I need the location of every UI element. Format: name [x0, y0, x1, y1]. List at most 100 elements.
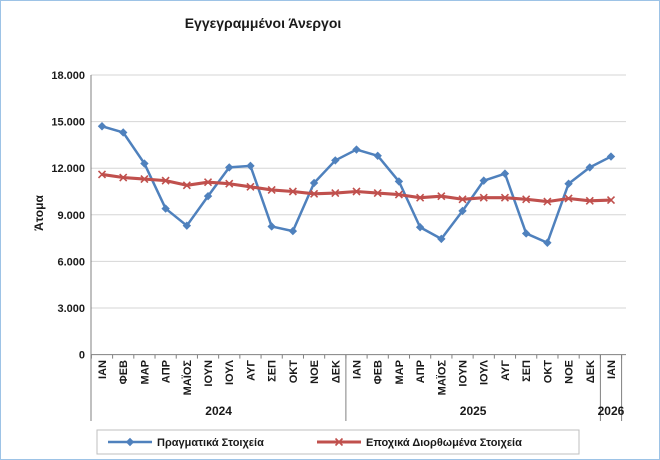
data-point-marker [246, 182, 255, 191]
y-tick-label: 3.000 [57, 303, 85, 315]
x-tick-label: ΙΟΥΛ [479, 359, 491, 385]
x-tick-label: ΙΑΝ [606, 360, 618, 379]
data-point-marker [500, 169, 510, 178]
data-point-marker [522, 195, 531, 204]
x-tick-label: ΜΑΡ [139, 360, 151, 384]
x-tick-label: ΔΕΚ [585, 360, 597, 383]
data-point-marker [500, 193, 510, 202]
data-point-marker [246, 161, 255, 171]
x-tick-label: ΝΟΕ [564, 360, 576, 384]
data-point-marker [140, 175, 149, 184]
data-point-marker [331, 156, 340, 165]
x-tick-label: ΙΟΥΝ [203, 360, 215, 387]
data-point-marker [479, 176, 488, 185]
data-point-marker [373, 151, 382, 160]
data-point-marker [203, 178, 213, 187]
data-point-marker [161, 176, 170, 185]
data-point-marker [97, 122, 107, 131]
data-point-marker [267, 185, 276, 195]
x-tick-label: ΔΕΚ [330, 360, 342, 383]
legend-label: Εποχικά Διορθωμένα Στοιχεία [366, 437, 522, 449]
data-point-marker [373, 188, 382, 198]
data-point-marker [543, 238, 552, 247]
data-point-marker [119, 173, 128, 182]
data-point-marker [309, 178, 319, 188]
axis-lines [90, 75, 626, 421]
data-point-marker [310, 189, 319, 198]
data-point-marker [97, 170, 107, 179]
y-axis-title: Άτομα [32, 195, 46, 231]
y-tick-label: 9.000 [57, 210, 85, 222]
y-tick-label: 15.000 [51, 117, 85, 129]
x-tick-label: ΣΕΠ [521, 360, 533, 382]
data-point-marker [125, 437, 135, 447]
data-point-marker [182, 221, 192, 230]
data-point-marker [606, 152, 616, 161]
data-point-marker [352, 187, 361, 196]
data-point-marker [140, 159, 149, 168]
data-point-marker [225, 163, 234, 172]
x-tick-label: ΟΚΤ [542, 360, 554, 384]
x-tick-label: ΟΚΤ [288, 360, 300, 384]
x-tick-label: ΜΑΪΟΣ [181, 360, 194, 396]
data-point-marker [479, 193, 488, 202]
x-tick-label: ΑΠΡ [415, 360, 427, 383]
data-point-marker [458, 195, 467, 204]
data-point-marker [437, 234, 446, 244]
data-point-marker [521, 229, 531, 238]
data-point-marker [564, 194, 573, 203]
data-point-marker [119, 128, 128, 137]
y-tick-label: 0 [79, 350, 85, 362]
data-point-marker [182, 181, 191, 190]
x-tick-label: ΦΕΒ [373, 360, 385, 384]
data-point-marker [437, 192, 446, 201]
legend-label: Πραγματικά Στοιχεία [157, 437, 264, 449]
x-tick-label: ΜΑΪΟΣ [435, 360, 448, 396]
y-axis-tick-labels: 0 3.000 6.000 9.000 12.000 15.000 18.000 [51, 70, 85, 362]
data-point-marker [415, 223, 425, 232]
data-point-marker [334, 437, 344, 447]
y-tick-label: 6.000 [57, 256, 85, 268]
y-tick-label: 18.000 [51, 70, 85, 82]
x-axis-year-labels: 2024 2025 2026 [205, 404, 624, 418]
x-tick-label: ΙΑΝ [97, 360, 109, 379]
data-point-marker [288, 187, 297, 196]
data-point-marker [225, 179, 234, 188]
year-label: 2026 [598, 404, 625, 418]
data-point-marker [331, 188, 340, 198]
data-point-marker [416, 193, 425, 202]
x-tick-label: ΦΕΒ [118, 360, 130, 384]
x-tick-label: ΝΟΕ [309, 360, 321, 384]
x-tick-label: ΑΠΡ [161, 360, 173, 383]
x-tick-label: ΑΥΓ [500, 360, 512, 381]
data-point-marker [161, 204, 170, 213]
year-label: 2024 [205, 404, 232, 418]
chart-title: Εγγεγραμμένοι Άνεργοι [185, 15, 342, 31]
data-point-marker [458, 206, 467, 216]
x-tick-label: ΙΟΥΝ [458, 360, 470, 387]
data-point-marker [352, 145, 361, 154]
year-label: 2025 [460, 404, 487, 418]
series-lines [97, 122, 616, 247]
data-point-marker [267, 222, 276, 231]
y-tick-label: 12.000 [51, 163, 85, 175]
x-tick-label: ΙΟΥΛ [224, 359, 236, 385]
x-tick-label: ΜΑΡ [394, 360, 406, 384]
data-point-marker [606, 195, 616, 205]
data-point-marker [288, 226, 298, 236]
data-point-marker [394, 190, 403, 199]
x-tick-label: ΑΥΓ [245, 360, 257, 381]
legend: Πραγματικά Στοιχεία Εποχικά Διορθωμένα Στ… [96, 429, 580, 455]
data-point-marker [585, 196, 594, 205]
x-tick-label: ΣΕΠ [267, 360, 279, 382]
series-line [101, 172, 612, 204]
data-point-marker [585, 163, 594, 172]
data-point-marker [543, 197, 552, 206]
data-point-marker [564, 179, 573, 188]
x-axis-month-labels: ΙΑΝ ΦΕΒ ΜΑΡ ΑΠΡ ΜΑΪΟΣ ΙΟΥΝ ΙΟΥΛ ΑΥΓ ΣΕΠ ΟΚΤ ΝΟΕ ΔΕΚ… [97, 359, 618, 395]
x-tick-label: ΙΑΝ [351, 360, 363, 379]
data-point-marker [203, 191, 213, 201]
series-seasonally-adjusted [97, 170, 616, 206]
